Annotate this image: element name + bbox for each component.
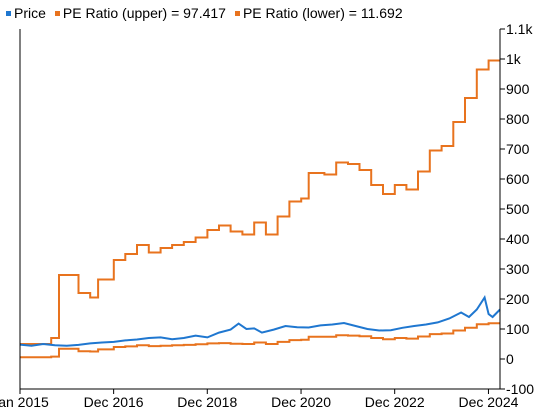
legend-label-pe-lower: PE Ratio (lower) = 11.692 xyxy=(242,5,403,21)
y-tick-label: 300 xyxy=(506,261,530,277)
x-tick-label: Dec 2018 xyxy=(177,394,237,410)
y-tick-label: 800 xyxy=(506,111,530,127)
chart-legend: Price PE Ratio (upper) = 97.417 PE Ratio… xyxy=(6,5,403,21)
legend-item-pe-lower[interactable]: PE Ratio (lower) = 11.692 xyxy=(234,5,403,21)
x-tick-label: Dec 2022 xyxy=(365,394,425,410)
legend-label-pe-upper: PE Ratio (upper) = 97.417 xyxy=(62,5,226,21)
y-tick-label: 500 xyxy=(506,201,530,217)
y-tick-label: 700 xyxy=(506,141,530,157)
series-line-pe-upper[interactable] xyxy=(20,59,500,345)
legend-swatch-pe-upper xyxy=(54,10,60,16)
y-tick-label: 900 xyxy=(506,81,530,97)
y-tick-label: -100 xyxy=(506,381,534,397)
legend-swatch-price xyxy=(6,10,11,16)
y-tick-label: 1k xyxy=(506,51,522,67)
legend-label-price: Price xyxy=(14,5,46,21)
x-tick-label: Dec 2016 xyxy=(84,394,144,410)
axes-layer: 1.1k 1k 900 800 700 600 500 400 300 200 100 0 -100 Ja… xyxy=(0,21,534,410)
x-tick-label: Dec 2020 xyxy=(271,394,331,410)
series-line-price[interactable] xyxy=(19,295,501,347)
y-tick-label: 100 xyxy=(506,321,530,337)
x-tick-label: Dec 2024 xyxy=(458,394,518,410)
series-layer xyxy=(19,59,501,359)
legend-swatch-pe-lower xyxy=(234,10,240,16)
y-tick-label: 200 xyxy=(506,291,530,307)
y-tick-label: 600 xyxy=(506,171,530,187)
y-tick-label: 400 xyxy=(506,231,530,247)
y-tick-label: 0 xyxy=(506,351,514,367)
x-tick-label: Jan 2015 xyxy=(0,394,49,410)
legend-item-pe-upper[interactable]: PE Ratio (upper) = 97.417 xyxy=(54,5,226,21)
legend-item-price[interactable]: Price xyxy=(6,5,46,21)
y-tick-label: 1.1k xyxy=(506,21,533,37)
series-line-pe-lower[interactable] xyxy=(20,322,500,359)
